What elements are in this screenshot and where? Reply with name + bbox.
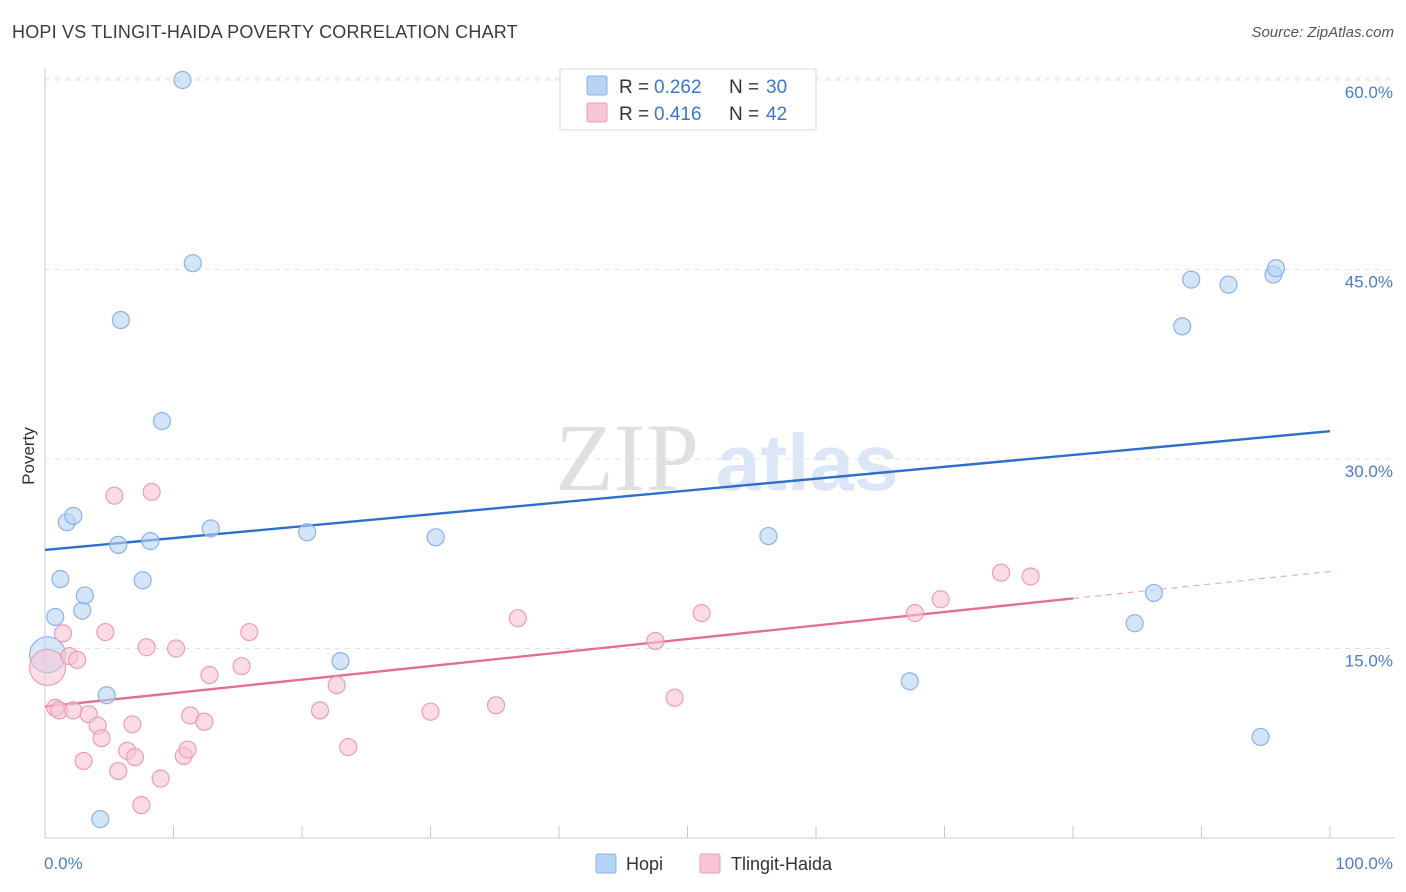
tlingit-point bbox=[1021, 567, 1040, 586]
hopi-point bbox=[133, 571, 152, 590]
source-label: Source: ZipAtlas.com bbox=[1251, 24, 1394, 41]
tlingit-point bbox=[125, 748, 145, 767]
hopi-point bbox=[75, 586, 94, 605]
tlingit-point bbox=[240, 622, 259, 642]
tlingit-point bbox=[310, 701, 330, 720]
tlingit-trend-line bbox=[44, 597, 1074, 708]
hopi-point bbox=[51, 569, 70, 589]
tlingit-n-value: 42 bbox=[766, 104, 787, 125]
tlingit-bottom-swatch bbox=[699, 853, 721, 874]
x-tick-label-min: 0.0% bbox=[44, 854, 83, 873]
hopi-point bbox=[331, 652, 350, 671]
hopi-legend-swatch bbox=[586, 75, 608, 96]
tlingit-point bbox=[166, 639, 186, 658]
watermark-zip: ZIP bbox=[555, 404, 699, 511]
hopi-n-label: N = bbox=[729, 77, 759, 98]
x-tick-label-max: 100.0% bbox=[1335, 854, 1393, 873]
tlingit-point bbox=[151, 769, 170, 788]
hopi-n-value: 30 bbox=[766, 77, 787, 98]
hopi-point bbox=[73, 601, 92, 620]
stats-legend: R = 0.262 N = 30 R = 0.416 N = 42 bbox=[559, 68, 817, 131]
tlingit-point bbox=[339, 737, 358, 757]
hopi-point bbox=[64, 506, 83, 525]
tlingit-legend-swatch bbox=[586, 102, 608, 123]
tlingit-legend-label: Tlingit-Haida bbox=[731, 854, 833, 874]
tlingit-trend-extension bbox=[1072, 570, 1331, 600]
hopi-point bbox=[1182, 270, 1201, 289]
hopi-point bbox=[1219, 275, 1238, 294]
axes bbox=[44, 68, 1395, 839]
hopi-point bbox=[426, 528, 445, 547]
hopi-point bbox=[298, 523, 317, 542]
hopi-point bbox=[173, 70, 192, 90]
hopi-point bbox=[111, 310, 130, 330]
data-points bbox=[28, 70, 1286, 829]
tlingit-point bbox=[137, 638, 156, 657]
tlingit-point bbox=[195, 712, 214, 731]
hopi-point bbox=[1173, 317, 1192, 336]
tlingit-r-value: 0.416 bbox=[654, 104, 702, 125]
tlingit-point bbox=[178, 740, 197, 759]
tlingit-n-label: N = bbox=[729, 104, 759, 125]
tlingit-point bbox=[421, 702, 440, 721]
y-tick-label: 30.0% bbox=[1345, 462, 1393, 481]
hopi-point bbox=[1125, 614, 1144, 633]
hopi-trend-line bbox=[44, 430, 1331, 552]
hopi-legend-label: Hopi bbox=[626, 854, 663, 874]
tlingit-point bbox=[123, 715, 142, 734]
trend-lines bbox=[44, 430, 1331, 708]
tlingit-point bbox=[931, 590, 950, 609]
tlingit-point bbox=[200, 665, 219, 685]
hopi-r-label: R = bbox=[619, 77, 649, 98]
tlingit-point bbox=[64, 701, 83, 720]
tlingit-r-label: R = bbox=[619, 104, 649, 125]
tlingit-point bbox=[486, 696, 506, 715]
tlingit-point bbox=[53, 624, 73, 643]
chart-title: HOPI VS TLINGIT-HAIDA POVERTY CORRELATIO… bbox=[12, 22, 518, 42]
tlingit-point bbox=[692, 604, 711, 623]
tlingit-point bbox=[68, 650, 87, 669]
tlingit-point bbox=[905, 604, 925, 623]
hopi-point bbox=[109, 535, 128, 555]
hopi-point bbox=[183, 254, 202, 273]
tlingit-point bbox=[327, 676, 346, 695]
hopi-point bbox=[97, 686, 116, 705]
tlingit-point bbox=[74, 751, 93, 771]
hopi-point bbox=[141, 532, 160, 551]
hopi-point bbox=[152, 412, 172, 431]
tlingit-point bbox=[991, 563, 1011, 582]
hopi-point bbox=[46, 607, 65, 627]
tlingit-point bbox=[665, 688, 684, 707]
hopi-point bbox=[1266, 259, 1286, 278]
y-tick-label: 45.0% bbox=[1345, 273, 1393, 292]
watermark-atlas: atlas bbox=[716, 418, 898, 507]
tlingit-point bbox=[109, 761, 128, 781]
tlingit-point bbox=[105, 486, 124, 505]
tlingit-point bbox=[132, 796, 151, 815]
series-legend: Hopi Tlingit-Haida bbox=[595, 853, 833, 874]
tlingit-point bbox=[28, 648, 67, 687]
hopi-point bbox=[1144, 583, 1164, 603]
tick-labels: 15.0% 30.0% 45.0% 60.0% 0.0% 100.0% bbox=[44, 83, 1393, 873]
tlingit-point bbox=[142, 482, 161, 501]
tlingit-point bbox=[96, 622, 115, 642]
hopi-point bbox=[900, 672, 919, 691]
watermark: ZIP atlas bbox=[555, 404, 898, 511]
tlingit-point bbox=[646, 631, 665, 651]
hopi-point bbox=[759, 526, 778, 546]
hopi-point bbox=[201, 519, 220, 538]
tlingit-point bbox=[508, 609, 527, 628]
hopi-r-value: 0.262 bbox=[654, 77, 702, 98]
y-axis-title: Poverty bbox=[19, 427, 38, 485]
tlingit-point bbox=[232, 657, 251, 676]
hopi-point bbox=[1251, 727, 1270, 747]
y-tick-label: 60.0% bbox=[1345, 83, 1393, 102]
y-tick-label: 15.0% bbox=[1345, 652, 1393, 671]
hopi-bottom-swatch bbox=[595, 853, 617, 874]
tlingit-point bbox=[92, 729, 111, 748]
gridlines bbox=[45, 77, 1395, 649]
hopi-point bbox=[91, 809, 110, 829]
